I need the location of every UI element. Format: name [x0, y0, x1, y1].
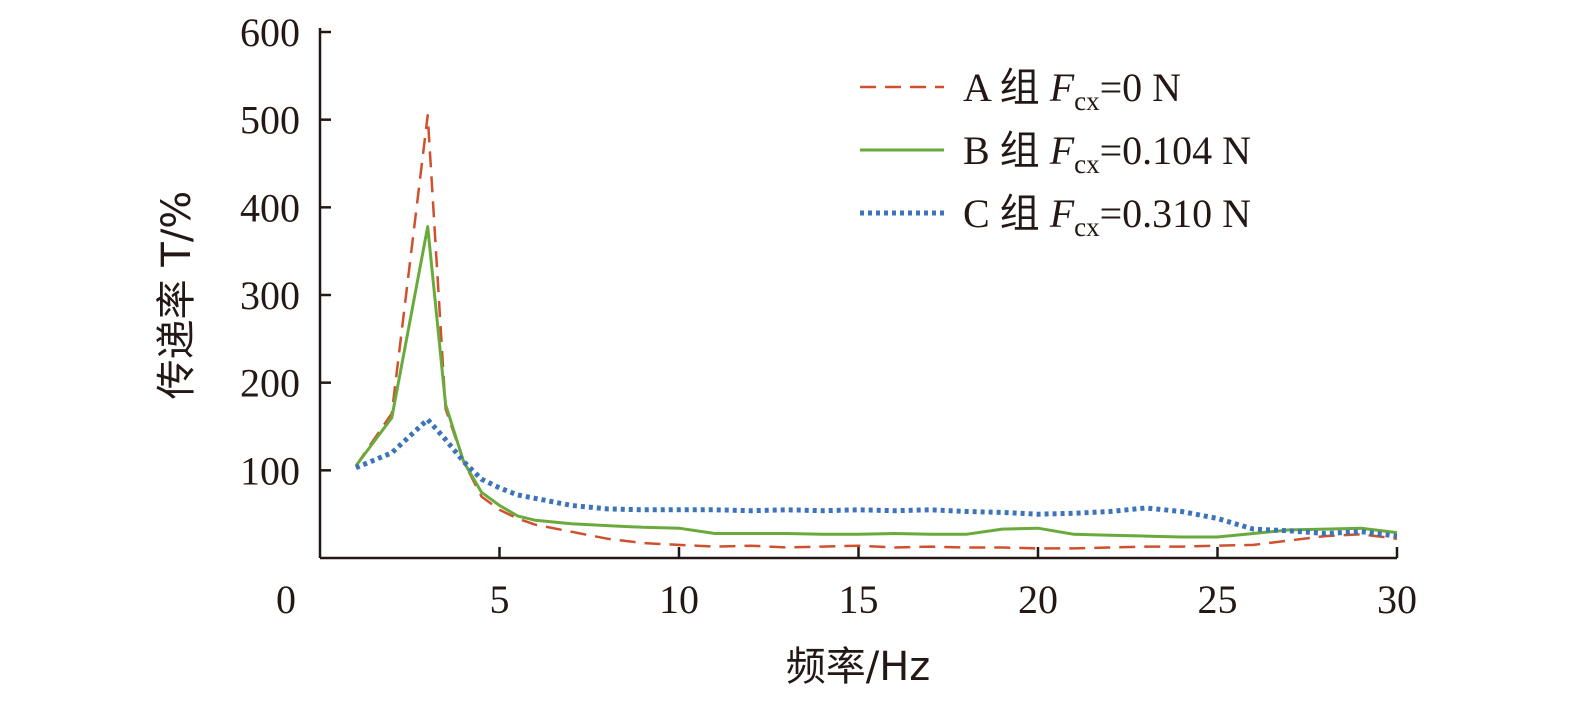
x-tick-label: 0 — [276, 577, 296, 622]
x-tick-label: 30 — [1377, 577, 1417, 622]
y-ticks: 100 200 300 400 500 600 — [240, 10, 331, 493]
x-tick-label: 5 — [490, 577, 510, 622]
x-tick-label: 20 — [1018, 577, 1058, 622]
x-tick-label: 10 — [659, 577, 699, 622]
legend-label: B 组 Fcx=0.104 N — [963, 128, 1251, 179]
x-tick-label: 15 — [839, 577, 879, 622]
y-tick-label: 200 — [240, 361, 300, 406]
axes — [318, 28, 1397, 560]
x-ticks: 0 5 10 15 20 25 30 — [276, 547, 1417, 622]
legend: A 组 Fcx=0 N B 组 Fcx=0.104 N C 组 Fcx=0.310 … — [860, 65, 1251, 242]
legend-label: C 组 Fcx=0.310 N — [963, 191, 1251, 242]
series-line-b — [354, 225, 1398, 539]
y-tick-label: 300 — [240, 273, 300, 318]
series-line-c — [354, 417, 1398, 539]
x-axis-title: 频率/Hz — [786, 644, 931, 690]
x-tick-label: 25 — [1198, 577, 1238, 622]
y-tick-label: 400 — [240, 185, 300, 230]
y-tick-label: 100 — [240, 448, 300, 493]
series-layer — [354, 114, 1398, 550]
y-tick-label: 600 — [240, 10, 300, 55]
series-line-a — [354, 114, 1398, 550]
y-axis-title: 传递率 T/% — [154, 191, 200, 400]
legend-label: A 组 Fcx=0 N — [963, 65, 1181, 116]
y-tick-label: 500 — [240, 98, 300, 143]
